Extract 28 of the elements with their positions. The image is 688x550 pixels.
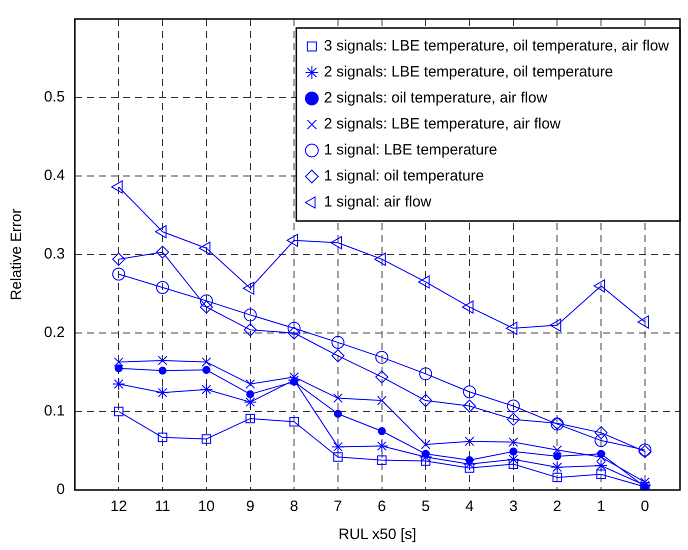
x-tick-label: 0 [640, 498, 650, 516]
x-tick-label: 11 [154, 498, 170, 516]
y-tick-label: 0.2 [44, 324, 65, 342]
x-tick-label: 10 [198, 498, 215, 516]
y-tick-label: 0.1 [44, 402, 65, 420]
x-tick-label: 5 [421, 498, 430, 516]
y-tick-label: 0 [56, 481, 65, 498]
x-tick-label: 1 [596, 498, 606, 516]
legend-label: 2 signals: LBE temperature, air flow [324, 116, 561, 133]
x-tick-label: 9 [246, 498, 254, 516]
x-axis-title: RUL x50 [s] [338, 526, 416, 544]
y-tick-label: 0.4 [44, 167, 65, 184]
y-tick-label: 0.3 [44, 246, 65, 263]
x-tick-label: 8 [290, 498, 298, 516]
legend-label: 3 signals: LBE temperature, oil temperature, air flow [324, 38, 670, 55]
legend-label: 1 signal: oil temperature [324, 168, 484, 185]
legend-label: 1 signal: LBE temperature [324, 142, 498, 159]
legend-label: 2 signals: oil temperature, air flow [324, 90, 548, 107]
x-tick-label: 6 [378, 498, 386, 516]
x-tick-label: 3 [509, 498, 518, 516]
x-tick-label: 7 [334, 498, 342, 516]
y-axis-title: Relative Error [8, 208, 26, 300]
x-tick-label: 12 [110, 498, 128, 516]
legend-label: 2 signals: LBE temperature, oil temperature [324, 64, 614, 81]
legend-label: 1 signal: air flow [324, 194, 432, 211]
x-tick-label: 2 [553, 498, 562, 516]
x-tick-label: 4 [465, 498, 474, 516]
y-tick-label: 0.5 [44, 88, 65, 106]
